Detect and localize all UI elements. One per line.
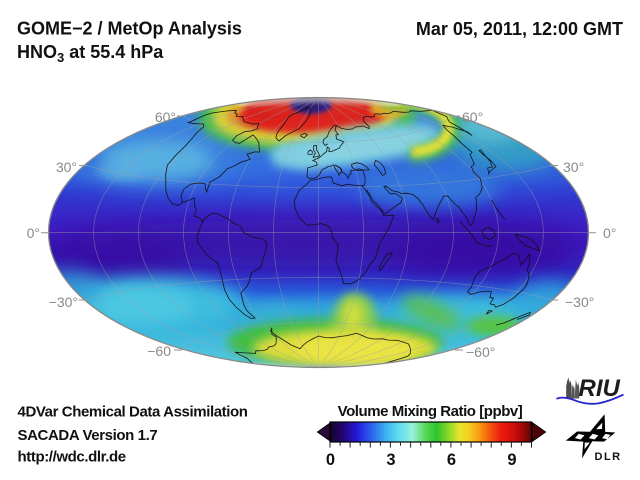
svg-text:DLR: DLR (595, 451, 622, 463)
svg-text:Mar 05, 2011, 12:00 GMT: Mar 05, 2011, 12:00 GMT (416, 19, 623, 39)
svg-text:SACADA Version 1.7: SACADA Version 1.7 (18, 427, 158, 444)
svg-text:30°: 30° (563, 159, 584, 175)
svg-text:−30°: −30° (565, 294, 594, 310)
svg-text:Volume Mixing Ratio [ppbv]: Volume Mixing Ratio [ppbv] (338, 403, 523, 420)
svg-text:−60°: −60° (466, 344, 495, 360)
svg-text:30°: 30° (56, 159, 77, 175)
svg-text:9: 9 (507, 451, 516, 469)
svg-text:3: 3 (386, 451, 395, 469)
svg-text:0°: 0° (27, 225, 40, 241)
svg-text:RIU: RIU (579, 375, 621, 402)
svg-text:−60: −60 (147, 343, 171, 359)
svg-text:http://wdc.dlr.de: http://wdc.dlr.de (18, 449, 126, 466)
svg-text:HNO3 at 55.4 hPa: HNO3 at 55.4 hPa (17, 42, 164, 65)
svg-text:0: 0 (326, 451, 335, 469)
svg-text:60°: 60° (462, 109, 483, 125)
svg-text:4DVar Chemical Data Assimilati: 4DVar Chemical Data Assimilation (18, 404, 248, 421)
svg-text:6: 6 (447, 451, 456, 469)
svg-text:−30°: −30° (49, 294, 78, 310)
svg-text:0°: 0° (603, 225, 616, 241)
svg-text:GOME−2 / MetOp Analysis: GOME−2 / MetOp Analysis (17, 19, 242, 39)
svg-text:60°: 60° (155, 109, 176, 125)
